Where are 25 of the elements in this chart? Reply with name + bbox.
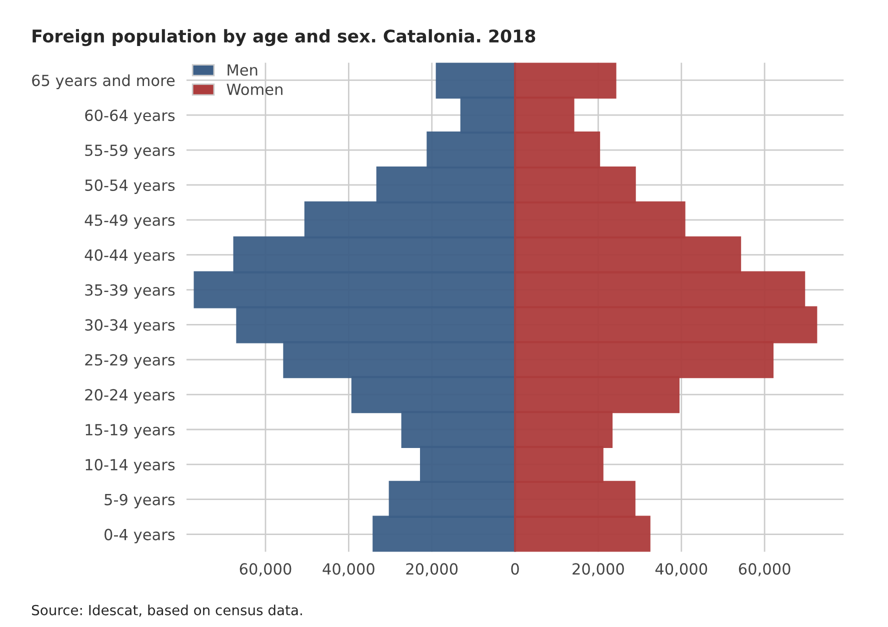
legend-label: Men <box>228 64 258 76</box>
x-tick-label: 20,000 <box>406 563 458 576</box>
y-tick-label: 20-24 years <box>85 389 175 404</box>
x-tick-label: 0 <box>511 563 519 575</box>
y-tick-label: 0-4 years <box>104 528 175 544</box>
y-tick-label: 25-29 years <box>85 354 175 369</box>
y-tick-label: 45-49 years <box>84 214 175 229</box>
x-tick-label: 40,000 <box>322 563 374 576</box>
y-tick-label: 60-64 years <box>85 110 175 124</box>
x-tick-label: 40,000 <box>655 563 708 576</box>
y-tick-label: 30-34 years <box>85 319 175 334</box>
y-tick-label: 35-39 years <box>85 284 175 299</box>
x-tick-label: 20,000 <box>572 563 624 576</box>
y-tick-label: 5-9 years <box>104 494 175 508</box>
y-tick-label: 40-44 years <box>84 249 175 264</box>
y-tick-label: 65 years and more <box>32 74 175 90</box>
chart-title: Foreign population by age and sex. Catalonia. 2018 <box>32 29 536 46</box>
y-tick-label: 55-59 years <box>85 144 175 160</box>
x-tick-label: 60,000 <box>738 563 790 576</box>
source-note: Source: Idescat, based on census data. <box>32 604 302 617</box>
y-tick-label: 10-14 years <box>86 458 175 474</box>
legend-label: Women <box>226 84 282 96</box>
x-tick-label: 60,000 <box>240 563 292 576</box>
y-tick-label: 15-19 years <box>86 424 175 438</box>
y-tick-label: 50-54 years <box>85 179 175 194</box>
